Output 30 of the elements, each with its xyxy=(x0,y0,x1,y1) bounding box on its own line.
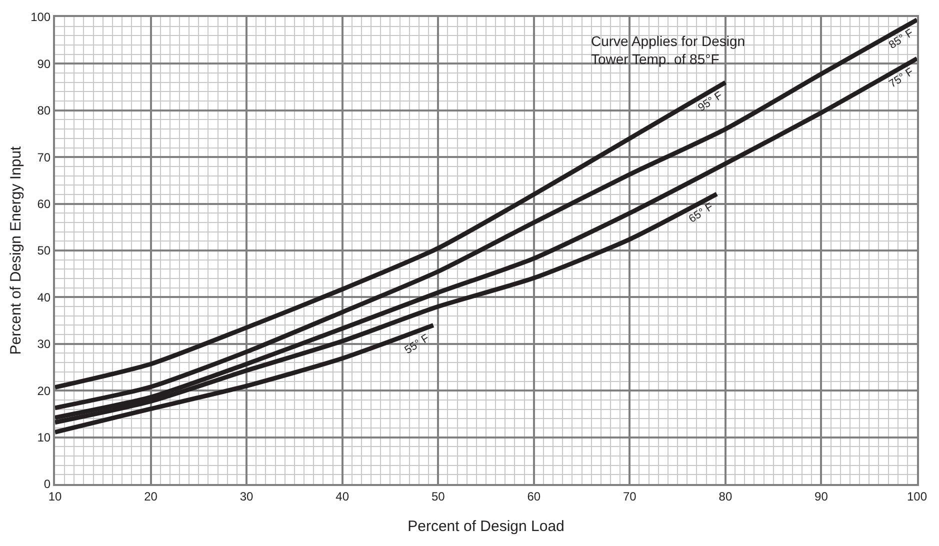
y-tick-label: 90 xyxy=(37,56,51,71)
y-axis-title: Percent of Design Energy Input xyxy=(7,145,24,355)
y-tick-label: 40 xyxy=(37,290,51,304)
y-tick-label: 30 xyxy=(37,337,51,352)
text: 65° F xyxy=(686,200,716,226)
y-tick-label: 60 xyxy=(37,197,51,211)
y-tick-label: 100 xyxy=(30,10,51,24)
x-tick-label: 50 xyxy=(431,489,446,504)
x-tick-label: 40 xyxy=(336,489,350,504)
x-axis-title: Percent of Design Load xyxy=(408,518,564,535)
x-tick-label: 90 xyxy=(814,489,828,504)
x-tick-label: 10 xyxy=(48,489,62,504)
y-tick-label: 10 xyxy=(37,430,51,444)
text: 95° F xyxy=(696,89,726,114)
y-tick-label: 20 xyxy=(37,384,51,398)
y-tick-label: 80 xyxy=(37,104,51,118)
x-tick-label: 80 xyxy=(718,489,732,504)
text: 55° F xyxy=(402,332,432,357)
x-tick-label: 30 xyxy=(240,489,254,504)
y-tick-label: 50 xyxy=(37,244,51,258)
x-tick-label: 20 xyxy=(144,489,158,504)
x-tick-label: 100 xyxy=(906,489,928,504)
x-tick-label: 70 xyxy=(622,489,637,504)
line-series xyxy=(55,80,728,390)
text: 85° F xyxy=(886,26,916,52)
text: 75° F xyxy=(887,66,916,90)
x-tick-label: 60 xyxy=(527,489,541,504)
y-tick-label: 70 xyxy=(37,150,51,164)
y-tick-label: 0 xyxy=(44,477,51,492)
line-series xyxy=(55,322,436,434)
